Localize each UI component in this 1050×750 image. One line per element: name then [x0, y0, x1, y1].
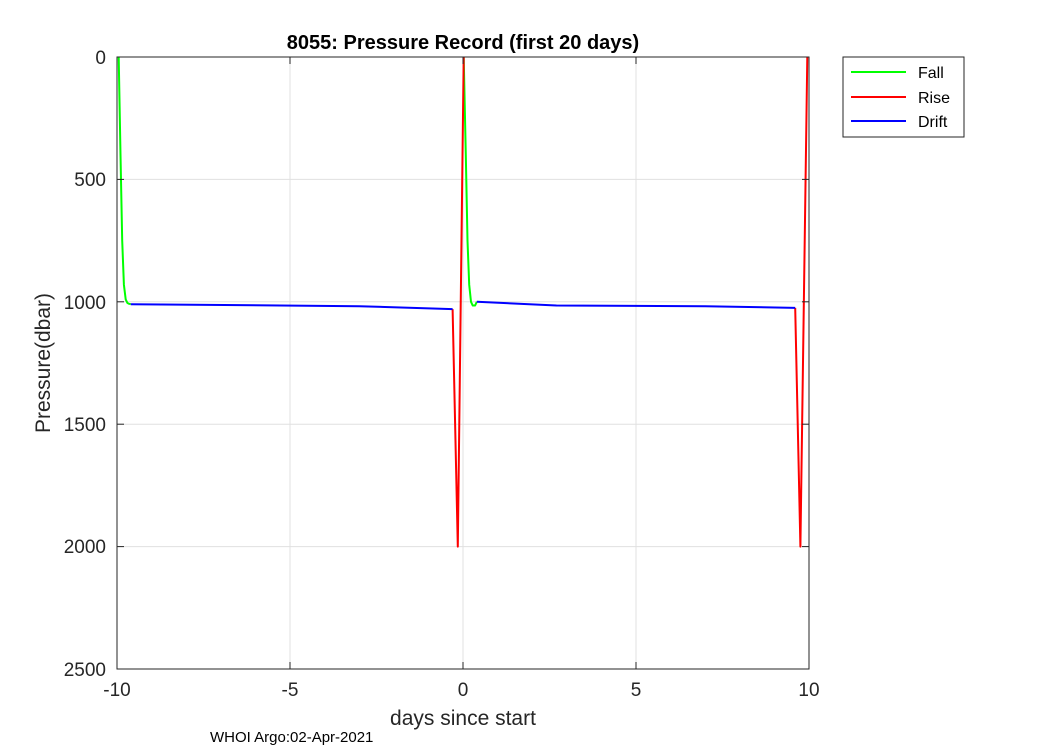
y-tick-label: 2500 [64, 660, 106, 681]
series-line-drift [476, 300, 796, 309]
ticks [116, 56, 810, 670]
y-tick-label: 1000 [64, 293, 106, 314]
y-tick-label: 500 [74, 170, 106, 191]
legend-fall-label: Fall [918, 65, 944, 82]
legend: Fall Rise Drift [842, 56, 965, 138]
y-tick-label: 2000 [64, 537, 106, 558]
chart-title: 8055: Pressure Record (first 20 days) [287, 32, 639, 54]
series-line-rise [794, 56, 809, 548]
series-line-fall [117, 56, 132, 306]
series-line-fall [462, 56, 478, 307]
x-tick-label: -10 [103, 680, 130, 701]
series-layer [117, 56, 809, 548]
y-axis-label: Pressure(dbar) [32, 293, 55, 433]
x-tick-label: 0 [458, 680, 469, 701]
x-tick-label: -5 [282, 680, 299, 701]
x-tick-label: 10 [798, 680, 819, 701]
x-tick-label: 5 [631, 680, 642, 701]
legend-rise-label: Rise [918, 90, 950, 107]
series-line-rise [451, 56, 465, 548]
legend-drift-label: Drift [918, 114, 948, 131]
footer-stamp: WHOI Argo:02-Apr-2021 [210, 729, 373, 746]
y-tick-label: 1500 [64, 415, 106, 436]
series-line-drift [130, 303, 453, 311]
x-axis-label: days since start [390, 707, 536, 730]
y-tick-label: 0 [95, 48, 106, 69]
